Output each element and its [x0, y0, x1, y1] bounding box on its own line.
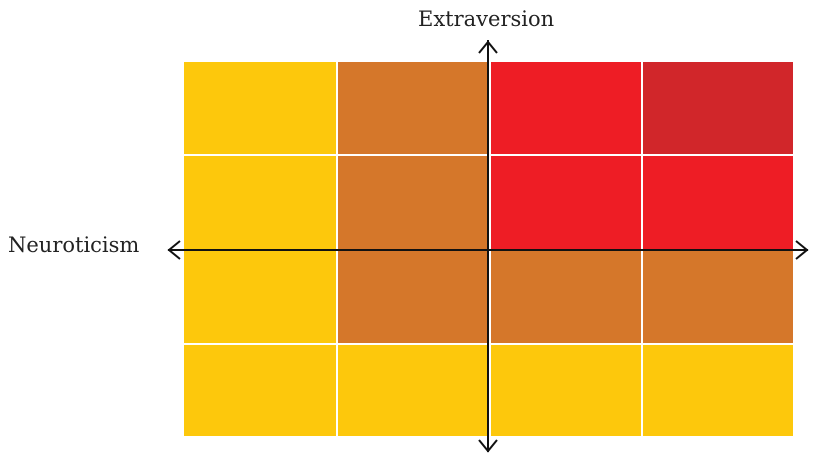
y-axis-top-arrow-icon — [478, 40, 498, 54]
x-axis-label: Neuroticism — [8, 233, 140, 257]
grid-cell-r2-c4-red — [641, 154, 795, 251]
grid-cell-r4-c4-yellow — [641, 343, 795, 438]
x-axis-left-arrow-icon — [167, 240, 181, 260]
y-axis-label: Extraversion — [418, 7, 555, 31]
grid-cell-r4-c1-yellow — [182, 343, 338, 438]
grid-cell-r3-c4-orange — [641, 249, 795, 345]
axes — [167, 40, 809, 453]
grid-cell-r2-c3-red — [489, 154, 643, 251]
grid-cell-r4-c2-yellow — [336, 343, 491, 438]
grid-cell-r2-c1-yellow — [182, 154, 338, 251]
grid-cell-r1-c1-yellow — [182, 60, 338, 156]
grid-cell-r1-c2-orange — [336, 60, 491, 156]
grid-cell-r3-c2-orange — [336, 249, 491, 345]
grid-cell-r3-c3-orange — [489, 249, 643, 345]
grid-cell-r4-c3-yellow — [489, 343, 643, 438]
grid-cell-r2-c2-orange — [336, 154, 491, 251]
grid-cell-r1-c3-red — [489, 60, 643, 156]
x-axis-right-arrow-icon — [795, 240, 809, 260]
grid-cell-r1-c4-dark-red — [641, 60, 795, 156]
y-axis-bottom-arrow-icon — [478, 439, 498, 453]
grid-cells — [182, 60, 795, 438]
grid-cell-r3-c1-yellow — [182, 249, 338, 345]
